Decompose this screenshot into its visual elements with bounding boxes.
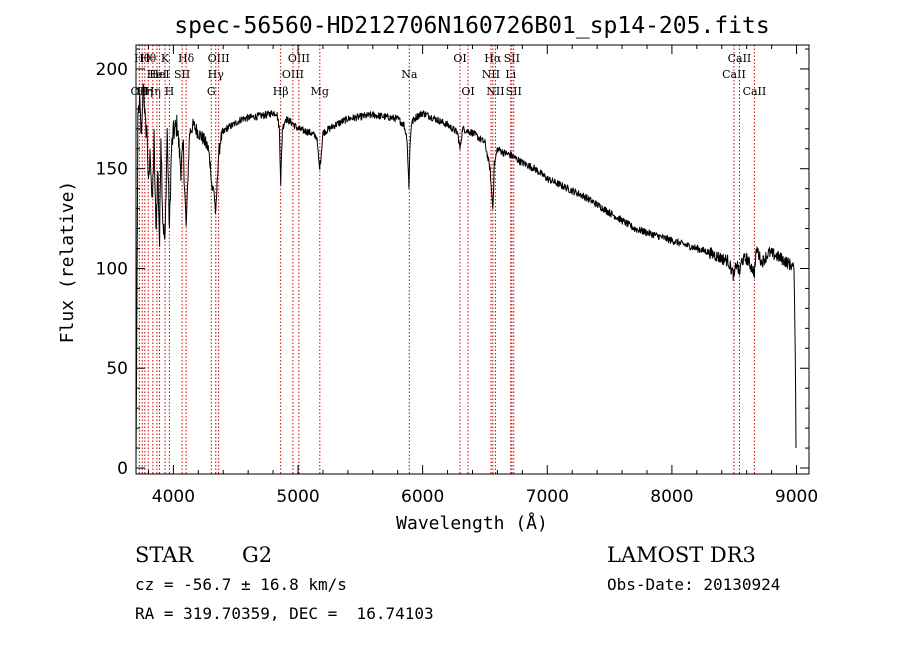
x-tick-label: 6000	[401, 487, 444, 507]
plot-frame	[135, 44, 810, 475]
spectral-line-label: Na	[401, 68, 418, 81]
spectral-line-label: Hδ	[178, 52, 195, 65]
spectral-line-label: Hη	[145, 85, 161, 98]
spectral-line-label: Hβ	[273, 85, 289, 98]
spectral-line-label: HeI	[149, 68, 169, 81]
y-axis: 0 50 100 150 200	[96, 48, 809, 479]
spectral-line-label: NII	[482, 68, 500, 81]
y-tick-label: 150	[96, 160, 128, 180]
observation-date: Obs-Date: 20130924	[607, 575, 780, 594]
x-tick-label: 7000	[526, 487, 569, 507]
spectral-line-label: OIII	[208, 52, 230, 65]
y-tick-label: 100	[96, 259, 128, 279]
spectral-line-label: Li	[505, 68, 516, 81]
spectrum-line	[135, 83, 797, 469]
x-tick-label: 8000	[650, 487, 693, 507]
x-tick-label: 9000	[775, 487, 818, 507]
spectral-line-label: Hγ	[208, 68, 225, 81]
spectral-line-label: SII	[504, 52, 520, 65]
y-tick-label: 0	[117, 459, 128, 479]
spectral-line-label: K	[161, 52, 170, 65]
line-annotations: OIIHθHηHθHηHeIHeIKHSIIHδGHγOIIIHβOIIIOII…	[131, 45, 767, 474]
spectral-line-label: Hθ	[134, 52, 151, 65]
spectral-line-label: Mg	[311, 85, 329, 98]
object-class: STAR	[135, 543, 194, 567]
spectral-line-label: OIII	[282, 68, 304, 81]
y-axis-label: Flux (relative)	[57, 181, 78, 344]
spectral-line-label: SII	[174, 68, 190, 81]
coordinates-readout: RA = 319.70359, DEC = 16.74103	[135, 604, 434, 623]
spectral-line-label: CaII	[722, 68, 746, 81]
spectral-line-label: Hα	[484, 52, 502, 65]
survey-name: LAMOST DR3	[607, 543, 756, 567]
chart-title: spec-56560-HD212706N160726B01_sp14-205.f…	[174, 13, 769, 39]
x-axis: 4000 5000 6000 7000 8000 9000	[147, 45, 818, 507]
spectral-line-label: SII	[506, 85, 522, 98]
spectral-line-label: Hθ	[140, 52, 157, 65]
spectral-line-label: CaII	[743, 85, 767, 98]
spectral-line-label: OI	[453, 52, 466, 65]
spectral-line-label: NII	[486, 85, 504, 98]
spectrum-layer	[135, 83, 797, 469]
spectral-line-label: OIII	[288, 52, 310, 65]
spectral-line-label: CaII	[728, 52, 752, 65]
spectral-line-label: OI	[461, 85, 474, 98]
velocity-readout: cz = -56.7 ± 16.8 km/s	[135, 575, 347, 594]
spectral-line-label: Hη	[137, 85, 153, 98]
x-tick-label: 4000	[152, 487, 195, 507]
object-subclass: G2	[242, 543, 272, 567]
spectral-line-label: H	[165, 85, 175, 98]
x-axis-label: Wavelength (Å)	[396, 512, 548, 534]
spectral-line-label: HeI	[147, 68, 167, 81]
y-tick-label: 200	[96, 60, 128, 80]
x-tick-label: 5000	[276, 487, 319, 507]
y-tick-label: 50	[106, 359, 128, 379]
spectral-line-label: G	[207, 85, 216, 98]
